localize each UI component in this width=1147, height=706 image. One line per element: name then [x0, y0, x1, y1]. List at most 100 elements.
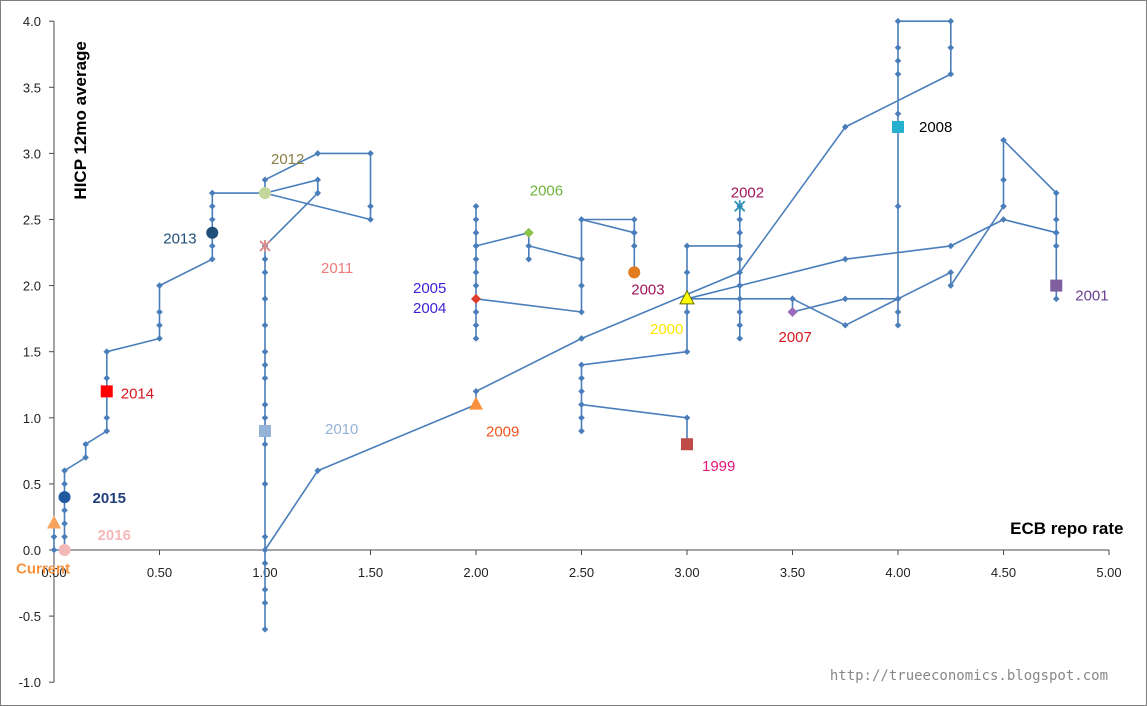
x-tick-label: 1.50	[358, 565, 383, 580]
data-point	[630, 216, 638, 223]
year-label-2016: 2016	[98, 527, 131, 544]
data-point	[208, 242, 216, 250]
data-point	[736, 321, 744, 329]
year-label-1999: 1999	[702, 458, 735, 475]
data-point	[578, 414, 585, 422]
year-label-2004: 2004	[413, 300, 446, 317]
data-point	[947, 242, 955, 250]
data-point	[367, 202, 374, 210]
data-point	[578, 308, 585, 316]
x-tick-label: 4.50	[991, 565, 1016, 580]
data-point	[61, 533, 68, 541]
data-point	[50, 533, 58, 541]
data-point	[1052, 189, 1060, 197]
data-point	[156, 321, 163, 329]
data-point	[261, 559, 269, 567]
data-point	[736, 242, 744, 250]
data-point	[261, 176, 269, 184]
data-point	[894, 57, 902, 65]
data-point	[472, 388, 480, 395]
data-point	[578, 401, 585, 408]
data-point	[1000, 216, 1007, 223]
marker-2011	[259, 239, 271, 252]
data-point	[894, 295, 902, 303]
y-tick-label: 1.5	[23, 345, 41, 360]
data-point	[208, 189, 216, 197]
data-point	[894, 202, 902, 210]
data-point	[947, 269, 955, 276]
data-point	[472, 269, 480, 276]
year-label-2008: 2008	[919, 119, 952, 136]
data-point	[472, 321, 480, 329]
x-tick-label: 4.00	[885, 565, 910, 580]
x-tick-label: 0.50	[147, 565, 172, 580]
data-point	[156, 308, 163, 316]
data-point	[947, 282, 955, 289]
data-point	[156, 282, 163, 289]
marker-2001	[1050, 279, 1063, 292]
year-label-2006: 2006	[530, 183, 563, 200]
marker-2014	[100, 385, 113, 398]
data-point	[578, 216, 585, 223]
data-point	[103, 414, 111, 422]
y-tick-label: 2.5	[23, 213, 41, 228]
marker-2006	[523, 227, 534, 238]
data-point	[683, 308, 691, 316]
data-point	[314, 176, 322, 184]
data-point	[61, 480, 68, 488]
data-point	[472, 229, 480, 237]
year-label-2007: 2007	[779, 329, 812, 346]
data-point	[525, 242, 533, 250]
data-point	[61, 467, 68, 474]
y-tick-label: 4.0	[23, 14, 41, 29]
series-line	[53, 20, 1058, 631]
data-point	[789, 295, 796, 303]
marker-2002	[734, 200, 746, 213]
data-point	[61, 507, 68, 514]
data-point	[367, 150, 374, 157]
data-point	[314, 189, 322, 197]
data-point	[261, 626, 269, 633]
year-label-2001: 2001	[1075, 288, 1108, 305]
data-point	[578, 388, 585, 395]
data-point	[894, 70, 902, 78]
data-point	[261, 361, 269, 369]
data-point	[578, 374, 585, 382]
data-point	[314, 467, 322, 474]
data-point	[50, 546, 58, 554]
year-label-2009: 2009	[486, 424, 519, 441]
data-point	[261, 586, 269, 593]
data-point	[208, 255, 216, 263]
marker-2009	[469, 396, 483, 410]
data-point	[683, 414, 691, 422]
data-point	[82, 440, 89, 448]
data-point	[472, 308, 480, 316]
data-point	[472, 242, 480, 250]
marker-2016	[58, 544, 71, 556]
marker-2000	[679, 289, 695, 305]
year-label-2000: 2000	[650, 321, 683, 338]
marker-2003	[628, 266, 641, 279]
data-point	[736, 255, 744, 263]
data-point	[1052, 295, 1060, 303]
data-point	[472, 282, 480, 289]
data-point	[578, 335, 585, 342]
data-point	[103, 427, 111, 435]
marker-2010	[259, 425, 271, 438]
y-tick-label: 1.0	[23, 411, 41, 426]
data-point	[261, 348, 269, 355]
data-point	[736, 282, 744, 289]
data-point	[841, 255, 849, 263]
year-label-2005: 2005	[413, 280, 446, 297]
data-point	[947, 17, 955, 25]
data-point	[261, 269, 269, 276]
data-point	[736, 308, 744, 316]
data-point	[367, 216, 374, 223]
data-point	[1000, 202, 1007, 210]
data-point	[578, 427, 585, 435]
x-tick-label: 3.00	[674, 565, 699, 580]
y-tick-label: 3.5	[23, 80, 41, 95]
data-point	[261, 255, 269, 263]
